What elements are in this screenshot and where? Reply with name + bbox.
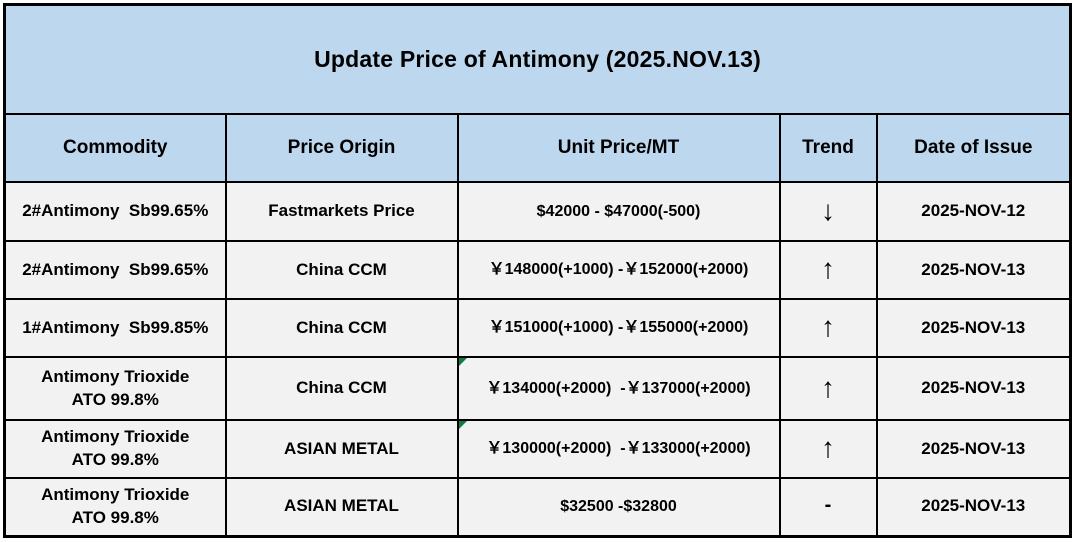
table-row: Antimony Trioxide ATO 99.8% ASIAN METAL …: [3, 419, 1072, 479]
unit-price-value: ￥130000(+2000) -￥133000(+2000): [486, 440, 751, 458]
trend-cell: ↑: [778, 298, 878, 358]
col-header-price-origin: Price Origin: [224, 113, 459, 183]
trend-down-arrow-icon: ↓: [821, 194, 835, 226]
unit-price-cell: ￥134000(+2000) -￥137000(+2000): [456, 356, 781, 421]
unit-price-cell: ￥130000(+2000) -￥133000(+2000): [456, 419, 781, 479]
date-of-issue-cell: 2025-NOV-12: [875, 181, 1072, 242]
date-of-issue-cell: 2025-NOV-13: [875, 240, 1072, 300]
table-row: 2#Antimony Sb99.65% Fastmarkets Price $4…: [3, 181, 1072, 242]
unit-price-value: $42000 - $47000(-500): [536, 202, 701, 220]
trend-cell: ↑: [778, 240, 878, 300]
col-header-date-of-issue: Date of Issue: [875, 113, 1072, 183]
commodity-cell: Antimony Trioxide ATO 99.8%: [3, 477, 227, 537]
unit-price-value: ￥151000(+1000) -￥155000(+2000): [488, 319, 749, 337]
column-header-row: Commodity Price Origin Unit Price/MT Tre…: [3, 113, 1072, 183]
price-origin-cell: China CCM: [224, 356, 459, 421]
table-row: 1#Antimony Sb99.85% China CCM ￥151000(+1…: [3, 298, 1072, 358]
unit-price-value: ￥134000(+2000) -￥137000(+2000): [486, 379, 751, 397]
table-row: 2#Antimony Sb99.65% China CCM ￥148000(+1…: [3, 240, 1072, 300]
price-origin-cell: ASIAN METAL: [224, 477, 459, 537]
antimony-price-table: Update Price of Antimony (2025.NOV.13) C…: [3, 3, 1072, 538]
note-indicator-icon: [459, 422, 467, 429]
col-header-unit-price: Unit Price/MT: [456, 113, 781, 183]
trend-up-arrow-icon: ↑: [821, 253, 835, 285]
table-row: Antimony Trioxide ATO 99.8% ASIAN METAL …: [3, 477, 1072, 537]
date-of-issue-cell: 2025-NOV-13: [875, 477, 1072, 537]
commodity-cell: 2#Antimony Sb99.65%: [3, 240, 227, 300]
trend-up-arrow-icon: ↑: [821, 432, 835, 464]
unit-price-cell: ￥151000(+1000) -￥155000(+2000): [456, 298, 781, 358]
commodity-cell: Antimony Trioxide ATO 99.8%: [3, 356, 227, 421]
price-origin-cell: China CCM: [224, 298, 459, 358]
col-header-commodity: Commodity: [3, 113, 227, 183]
unit-price-value: ￥148000(+1000) -￥152000(+2000): [488, 261, 749, 279]
date-of-issue-cell: 2025-NOV-13: [875, 356, 1072, 421]
commodity-cell: 1#Antimony Sb99.85%: [3, 298, 227, 358]
price-origin-cell: China CCM: [224, 240, 459, 300]
col-header-trend: Trend: [778, 113, 878, 183]
commodity-cell: 2#Antimony Sb99.65%: [3, 181, 227, 242]
unit-price-cell: ￥148000(+1000) -￥152000(+2000): [456, 240, 781, 300]
price-origin-cell: ASIAN METAL: [224, 419, 459, 479]
trend-flat-dash-icon: -: [824, 494, 832, 517]
price-table-sheet: Update Price of Antimony (2025.NOV.13) C…: [0, 3, 1072, 542]
unit-price-cell: $32500 -$32800: [456, 477, 781, 537]
commodity-cell: Antimony Trioxide ATO 99.8%: [3, 419, 227, 479]
table-row: Antimony Trioxide ATO 99.8% China CCM ￥1…: [3, 356, 1072, 421]
page-title: Update Price of Antimony (2025.NOV.13): [3, 3, 1072, 115]
price-origin-cell: Fastmarkets Price: [224, 181, 459, 242]
unit-price-cell: $42000 - $47000(-500): [456, 181, 781, 242]
trend-up-arrow-icon: ↑: [821, 371, 835, 403]
note-indicator-icon: [459, 359, 467, 366]
date-of-issue-cell: 2025-NOV-13: [875, 419, 1072, 479]
trend-cell: ↑: [778, 419, 878, 479]
title-row: Update Price of Antimony (2025.NOV.13): [3, 3, 1072, 115]
date-of-issue-cell: 2025-NOV-13: [875, 298, 1072, 358]
trend-up-arrow-icon: ↑: [821, 311, 835, 343]
trend-cell: ↓: [778, 181, 878, 242]
trend-cell: -: [778, 477, 878, 537]
unit-price-value: $32500 -$32800: [560, 497, 677, 515]
trend-cell: ↑: [778, 356, 878, 421]
